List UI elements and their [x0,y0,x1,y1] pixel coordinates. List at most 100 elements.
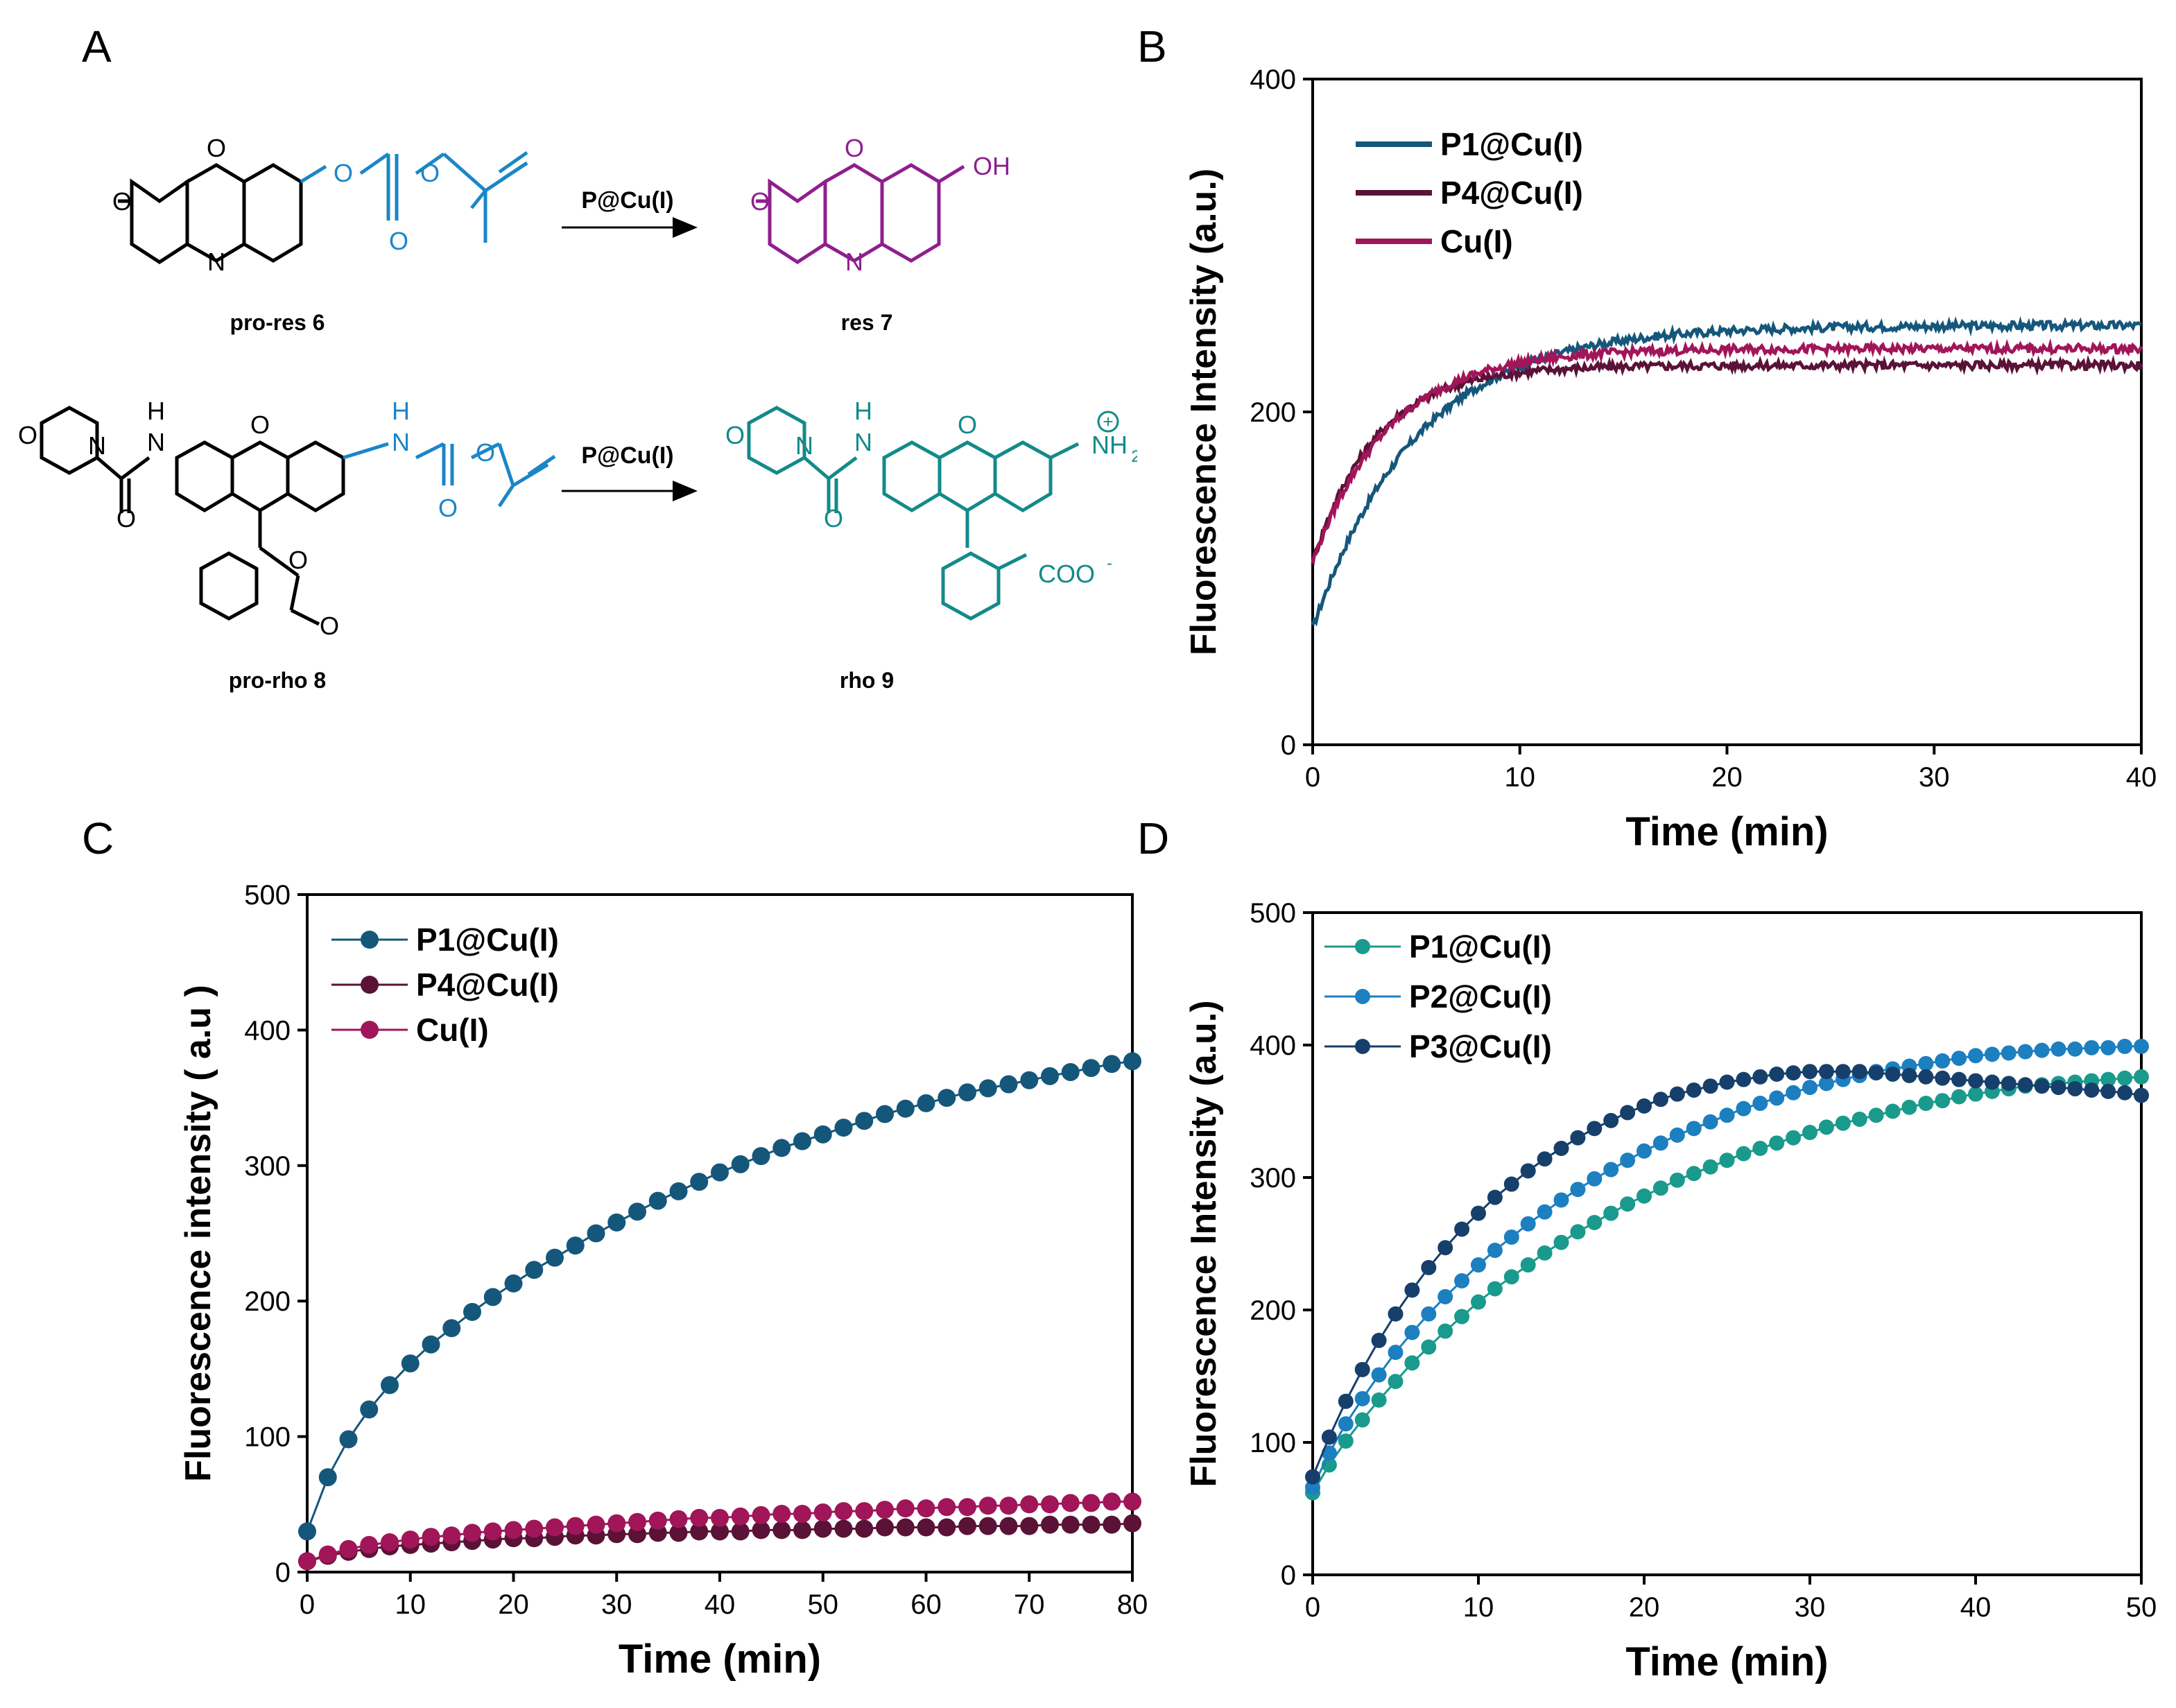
res-label: res 7 [841,310,893,335]
data-point [1637,1143,1652,1159]
data-point [2017,1077,2033,1093]
data-point [690,1522,709,1541]
data-point [1082,1494,1100,1512]
legend-label: P3@Cu(I) [1409,1028,1552,1064]
rho-label: rho 9 [840,668,894,693]
y-axis-title: Fluorescence intensity ( a.u ) [178,985,218,1482]
plot-frame [1311,911,2143,1576]
data-point [1061,1494,1080,1512]
data-point [1885,1103,1901,1119]
data-point [566,1517,585,1535]
data-point [1702,1114,1718,1130]
data-point [731,1522,750,1541]
data-point [1752,1096,1768,1112]
data-point [731,1507,750,1526]
data-point [978,1079,997,1098]
data-point [1851,1111,1867,1127]
reagent-label-1: P@Cu(I) [581,187,673,214]
data-point [2034,1042,2050,1058]
data-point [2034,1078,2050,1094]
data-point [1020,1495,1039,1514]
data-point [752,1506,770,1524]
data-point [1388,1306,1404,1322]
rho-atoms: O N O H N O NH 2 COO - [725,397,1137,588]
data-point [1103,1492,1121,1511]
data-point [1652,1135,1668,1151]
y-tick-label: 200 [244,1286,291,1317]
data-point [1082,1515,1100,1534]
pro-res-label: pro-res 6 [230,310,325,335]
y-axis-title: Fluorescence Intensity (a.u.) [1184,169,1224,655]
data-point [876,1501,894,1519]
data-point [504,1274,523,1293]
data-point [1901,1067,1917,1083]
data-point [1553,1140,1569,1156]
data-point [2084,1040,2100,1055]
y-tick-label: 300 [244,1151,291,1182]
atom-n: N [88,431,106,460]
atom-h: H [147,397,165,425]
data-point [1637,1188,1652,1204]
legend-marker [1355,1039,1370,1054]
legend-marker [1355,989,1370,1004]
rho-structure [747,406,1080,621]
data-point [2117,1038,2133,1054]
data-point [1487,1189,1503,1205]
data-point [876,1518,894,1537]
atom-oh: OH [973,152,1010,180]
data-point [442,1526,461,1545]
data-point [1719,1107,1735,1123]
data-point [1338,1433,1354,1449]
pro-res-structure [118,150,528,264]
y-tick-label: 400 [1250,1030,1296,1061]
positive-charge-sign: + [1103,411,1113,432]
data-point [1404,1355,1420,1371]
data-point [1354,1412,1370,1428]
data-point [1371,1332,1387,1348]
data-point [1553,1234,1569,1250]
data-point [566,1236,585,1255]
series-line [1311,338,2143,564]
data-point [1786,1065,1802,1081]
res-structure [756,163,965,264]
y-axis-title: Fluorescence Intensity (a.u.) [1184,1000,1224,1487]
data-point [401,1354,420,1373]
data-point [1570,1182,1586,1198]
x-tick-label: 30 [1795,1592,1826,1623]
x-tick-label: 10 [1463,1592,1494,1623]
data-point [1918,1096,1934,1112]
y-tick-label: 200 [1250,397,1296,428]
res-atoms: O O N OH [750,134,1010,276]
y-tick-label: 400 [1250,64,1296,95]
series-P2@Cu(I) [1305,1038,2149,1495]
data-point [1338,1393,1354,1409]
atom-coo-charge: - [1107,554,1112,573]
data-point [1769,1135,1785,1151]
data-point [339,1430,358,1449]
data-point [1984,1074,2000,1090]
data-point [1371,1392,1387,1408]
data-point [711,1508,729,1527]
data-point [1471,1257,1486,1273]
data-point [2134,1069,2149,1085]
data-point [958,1083,976,1102]
data-point [1061,1062,1080,1081]
panel-label-d: D [1137,813,1170,863]
atom-o: O [845,134,864,162]
data-point [401,1530,420,1549]
y-tick-label: 400 [244,1015,291,1046]
data-point [855,1112,874,1130]
x-axis-title: Time (min) [1625,809,1828,854]
data-point [1620,1105,1636,1121]
legend-marker [361,976,379,994]
data-point [1388,1374,1404,1390]
data-point [422,1335,440,1354]
atom-o: O [438,494,458,522]
x-tick-label: 20 [498,1589,529,1620]
data-point [1736,1101,1752,1116]
x-tick-label: 30 [1919,762,1950,793]
data-point [607,1213,626,1232]
x-tick-label: 10 [1505,762,1536,793]
data-point [2134,1038,2149,1054]
